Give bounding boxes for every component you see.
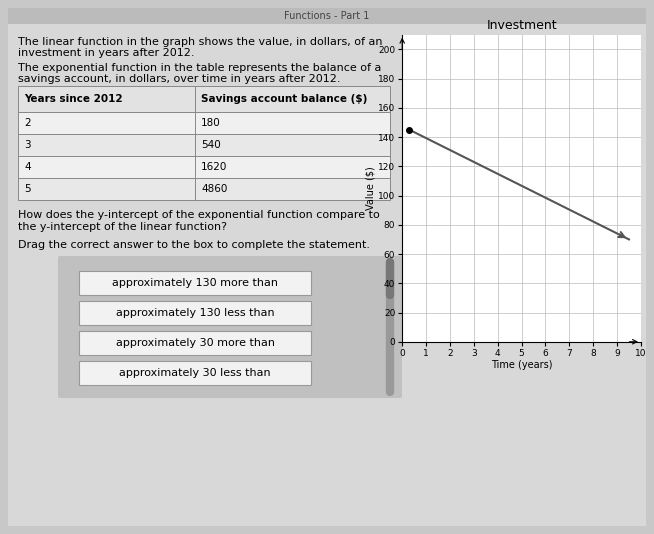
Text: Years since 2012: Years since 2012 (24, 94, 123, 104)
Text: approximately 30 less than: approximately 30 less than (119, 368, 271, 378)
Title: Investment: Investment (487, 19, 557, 32)
FancyBboxPatch shape (79, 331, 311, 355)
FancyBboxPatch shape (18, 112, 390, 134)
Text: Savings account balance ($): Savings account balance ($) (201, 94, 368, 104)
FancyBboxPatch shape (79, 301, 311, 325)
FancyBboxPatch shape (8, 8, 646, 526)
Text: 3: 3 (24, 140, 31, 150)
X-axis label: Time (years): Time (years) (490, 360, 553, 371)
Text: approximately 30 more than: approximately 30 more than (116, 338, 275, 348)
Text: 4: 4 (24, 162, 31, 172)
FancyBboxPatch shape (18, 134, 390, 156)
Text: Drag the correct answer to the box to complete the statement.: Drag the correct answer to the box to co… (18, 240, 370, 250)
Text: savings account, in dollars, over time in years after 2012.: savings account, in dollars, over time i… (18, 74, 341, 84)
Text: How does the y-intercept of the exponential function compare to: How does the y-intercept of the exponent… (18, 210, 380, 220)
Text: the y-intercept of the linear function?: the y-intercept of the linear function? (18, 222, 227, 232)
Text: 2: 2 (24, 118, 31, 128)
FancyBboxPatch shape (18, 178, 390, 200)
FancyBboxPatch shape (79, 271, 311, 295)
Text: 5: 5 (24, 184, 31, 194)
Text: The linear function in the graph shows the value, in dollars, of an: The linear function in the graph shows t… (18, 37, 383, 47)
FancyBboxPatch shape (79, 361, 311, 385)
FancyBboxPatch shape (8, 8, 646, 24)
Text: approximately 130 more than: approximately 130 more than (112, 278, 278, 288)
Text: 1620: 1620 (201, 162, 228, 172)
FancyBboxPatch shape (58, 256, 402, 398)
Y-axis label: Value ($): Value ($) (365, 167, 375, 210)
Text: 540: 540 (201, 140, 221, 150)
Text: investment in years after 2012.: investment in years after 2012. (18, 48, 194, 58)
Text: 4860: 4860 (201, 184, 228, 194)
Text: The exponential function in the table represents the balance of a: The exponential function in the table re… (18, 63, 381, 73)
FancyBboxPatch shape (18, 156, 390, 178)
Text: approximately 130 less than: approximately 130 less than (116, 308, 274, 318)
Text: 180: 180 (201, 118, 221, 128)
FancyBboxPatch shape (18, 86, 390, 112)
Text: Functions - Part 1: Functions - Part 1 (284, 11, 370, 21)
